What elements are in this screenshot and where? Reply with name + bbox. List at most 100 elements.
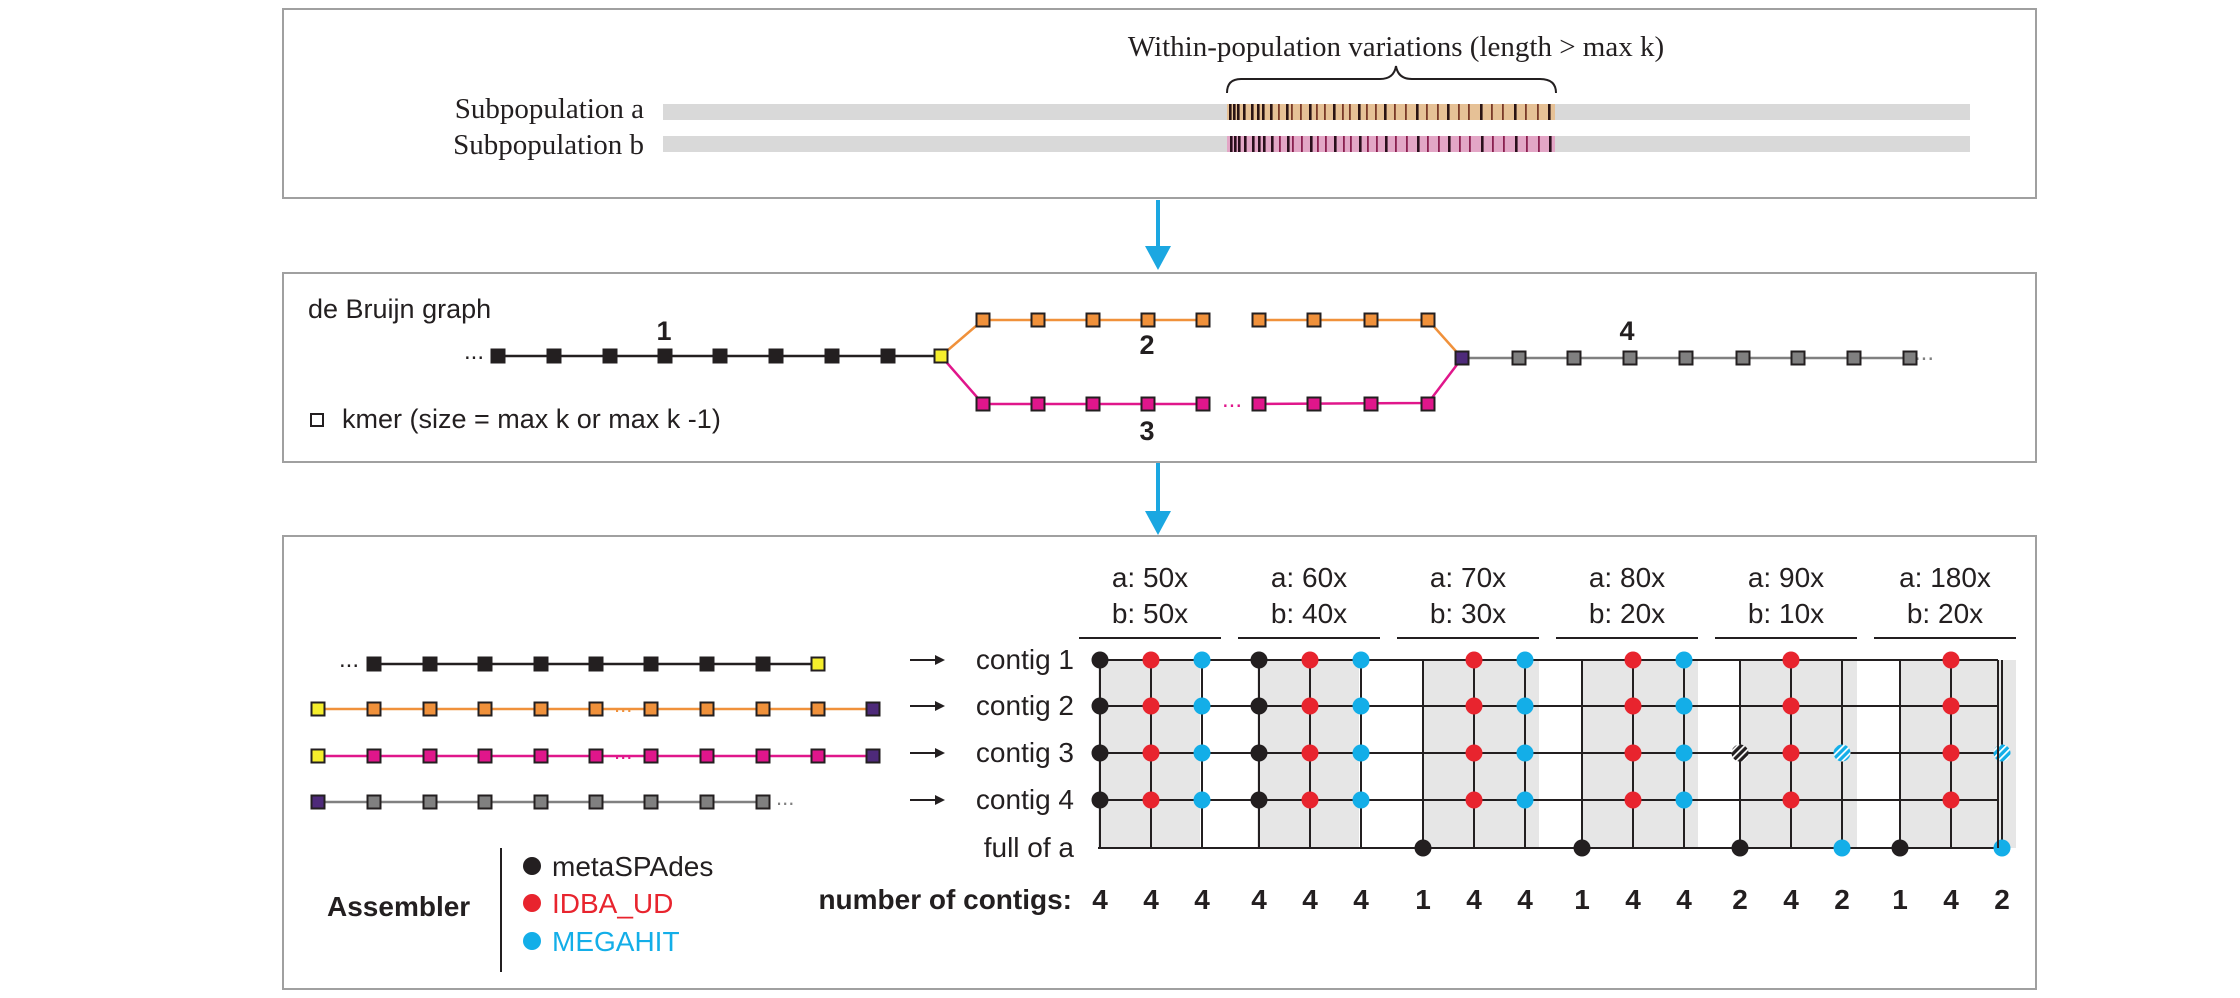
result-grid	[1091, 651, 2016, 857]
legend-dot-idba_ud	[523, 894, 541, 912]
kmer-node-path-3	[975, 396, 991, 412]
kmer-node-path-2	[1030, 312, 1046, 328]
variation-tick-a	[1278, 104, 1280, 120]
variation-tick-b	[1317, 136, 1319, 152]
variation-tick-b	[1287, 136, 1290, 152]
assembly-dot	[1301, 744, 1319, 762]
assembly-dot	[1250, 651, 1268, 669]
variation-tick-a	[1233, 104, 1236, 120]
assembly-dot	[1942, 744, 1960, 762]
variation-tick-b	[1438, 136, 1440, 152]
variation-tick-a	[1394, 104, 1396, 120]
contig-4-kmer	[588, 794, 604, 810]
kmer-node-path-2	[1195, 312, 1211, 328]
contig-4-kmer	[422, 794, 438, 810]
kmer-node-path-4	[1511, 350, 1527, 366]
variation-tick-b	[1301, 136, 1303, 152]
variation-ticks-a	[1229, 104, 1551, 120]
contig-count-value: 2	[1834, 884, 1850, 915]
variation-tick-a	[1316, 104, 1318, 120]
variation-tick-a	[1480, 104, 1483, 120]
kmer-node-path-2	[975, 312, 991, 328]
assembly-dot	[1675, 744, 1693, 762]
path-number-2: 2	[1139, 330, 1154, 360]
contig-2-start-kmer	[310, 701, 326, 717]
variation-tick-b	[1385, 136, 1388, 152]
variation-tick-a	[1333, 104, 1336, 120]
assembly-dot	[1675, 697, 1693, 715]
contig-3-kmer	[699, 748, 715, 764]
variation-tick-b	[1417, 136, 1420, 152]
variation-tick-b	[1343, 136, 1345, 152]
assembly-dot	[1624, 651, 1642, 669]
contig-count-value: 4	[1302, 884, 1318, 915]
kmer-node-path-4	[1622, 350, 1638, 366]
assembly-dot	[1250, 744, 1268, 762]
variation-tick-b	[1292, 136, 1294, 152]
assembly-dot	[1193, 791, 1211, 809]
variation-tick-b	[1481, 136, 1484, 152]
assembly-dot	[1942, 697, 1960, 715]
contig-2-kmer	[477, 701, 493, 717]
contig-4-kmer	[477, 794, 493, 810]
kmer-node-path-3	[1306, 396, 1322, 412]
kmer-node-path-4	[1902, 350, 1918, 366]
assembly-dot	[1993, 839, 2011, 857]
legend-label-megahit: MEGAHIT	[552, 926, 680, 957]
kmer-node-junction-start	[933, 348, 949, 364]
contig-1-kmer	[699, 656, 715, 672]
variation-tick-b	[1503, 136, 1505, 152]
contig-4-kmer	[533, 794, 549, 810]
contig-count-value: 1	[1892, 884, 1908, 915]
variation-region-b	[1227, 136, 1555, 152]
coverage-b-label: b: 30x	[1430, 598, 1506, 629]
contig-arrow-head	[935, 795, 945, 805]
contig-3-kmer	[643, 748, 659, 764]
contig-3-start-kmer	[310, 748, 326, 764]
contig-4-start-kmer	[310, 794, 326, 810]
variation-tick-a	[1525, 104, 1527, 120]
path-number-3: 3	[1139, 416, 1154, 446]
variation-tick-b	[1427, 136, 1429, 152]
graph-title: de Bruijn graph	[308, 294, 491, 324]
contig-label-3: contig 3	[976, 737, 1074, 768]
variation-tick-b	[1258, 136, 1261, 152]
variation-tick-a	[1270, 104, 1273, 120]
contig-paths: ............	[310, 646, 881, 810]
assembly-dot	[1731, 839, 1749, 857]
contig-2-kmer	[533, 701, 549, 717]
assembly-dot	[1731, 744, 1749, 762]
variation-tick-a	[1229, 104, 1232, 120]
variation-tick-a	[1349, 104, 1351, 120]
coverage-headers: a: 50x b: 50x a: 60x b: 40x a: 70x b: 30x a: 8…	[1079, 562, 2016, 639]
assembly-dot	[1301, 697, 1319, 715]
contig-3-gap-dots: ...	[614, 739, 632, 764]
assembly-dot	[1782, 697, 1800, 715]
contig-2-kmer	[366, 701, 382, 717]
assembly-dot	[1301, 651, 1319, 669]
down-arrow-1	[1145, 200, 1171, 270]
subpopulation-a-label: Subpopulation a	[455, 93, 644, 125]
variation-tick-b	[1334, 136, 1337, 152]
contig-3-kmer	[422, 748, 438, 764]
assembly-dot	[1465, 697, 1483, 715]
contig-3-kmer	[588, 748, 604, 764]
variation-tick-a	[1366, 104, 1368, 120]
contig-1-kmer	[366, 656, 382, 672]
kmer-node-path-2	[1140, 312, 1156, 328]
kmer-node-path-3	[1030, 396, 1046, 412]
kmer-node-path-4	[1790, 350, 1806, 366]
assembly-dot	[1942, 651, 1960, 669]
contig-count-value: 4	[1092, 884, 1108, 915]
assembly-dot	[1624, 791, 1642, 809]
variation-tick-b	[1448, 136, 1451, 152]
variation-tick-a	[1262, 104, 1265, 120]
assembly-dot	[1891, 839, 1909, 857]
variation-tick-a	[1358, 104, 1361, 120]
assembly-dot	[1624, 697, 1642, 715]
kmer-node-path-1	[546, 348, 562, 364]
variation-tick-b	[1459, 136, 1461, 152]
assembly-dot	[1301, 791, 1319, 809]
path-4-trailing-dots: ...	[1914, 339, 1934, 366]
